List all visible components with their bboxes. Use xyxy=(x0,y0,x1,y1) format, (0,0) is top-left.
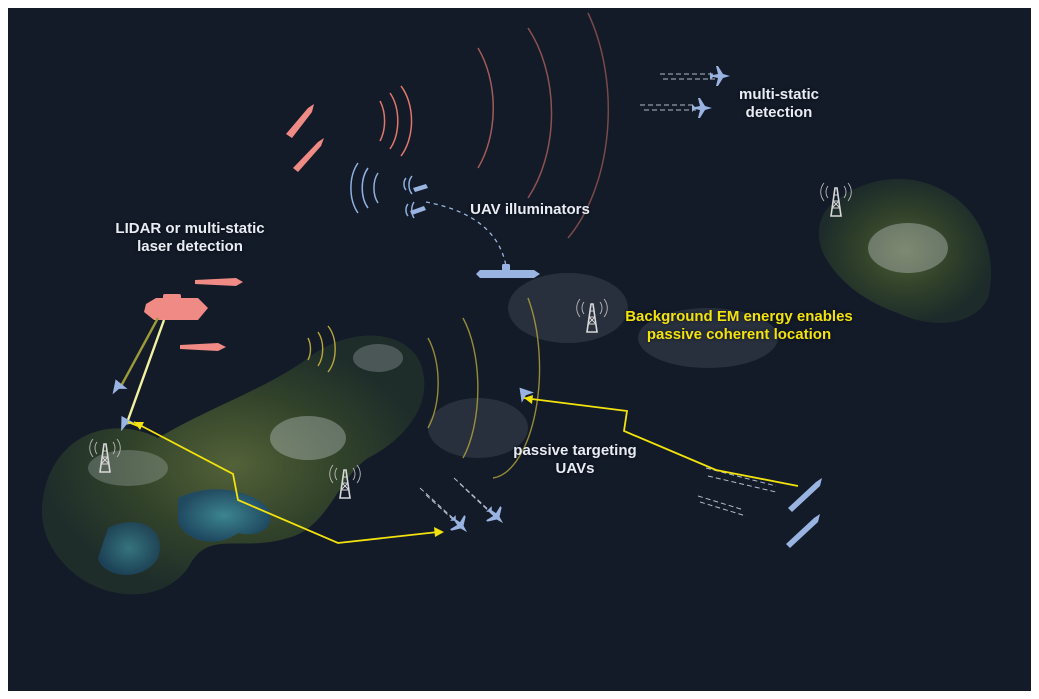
submarine-icon xyxy=(476,264,540,278)
label-line: UAV illuminators xyxy=(470,201,590,218)
diagram-canvas: multi-static detection UAV illuminators … xyxy=(8,8,1031,691)
lightning-link-icon xyxy=(127,397,717,544)
lightning-link-tail xyxy=(715,469,799,487)
uav-link-dashed xyxy=(425,201,507,267)
label-line: Background EM energy enables xyxy=(625,308,853,325)
label-uav-illuminators: UAV illuminators xyxy=(450,201,610,219)
label-passive-targeting: passive targeting UAVs xyxy=(500,442,650,479)
label-line: passive coherent location xyxy=(646,326,832,344)
scene-graphics xyxy=(42,12,992,595)
label-multistatic: multi-static detection xyxy=(714,86,844,123)
warship-icon xyxy=(144,104,324,351)
label-line: laser detection xyxy=(137,238,243,256)
label-line: multi-static xyxy=(738,86,819,103)
wave-arcs-olive xyxy=(307,297,541,479)
wave-arcs-blue xyxy=(350,162,415,219)
laser-beams xyxy=(118,317,166,421)
label-line: detection xyxy=(745,104,813,122)
uav-illuminator-icon xyxy=(410,184,428,215)
label-background-em: Background EM energy enables passive coh… xyxy=(604,308,874,345)
wave-arcs-red xyxy=(379,12,610,239)
cloud-field xyxy=(428,273,778,458)
island-east xyxy=(818,178,992,323)
label-line: UAVs xyxy=(555,460,595,478)
label-line: passive targeting xyxy=(513,442,637,459)
island-southwest xyxy=(42,335,425,595)
label-line: LIDAR or multi-static xyxy=(115,220,265,237)
arrowheads xyxy=(134,395,533,537)
label-lidar: LIDAR or multi-static laser detection xyxy=(100,220,280,257)
friendly-ship-icon xyxy=(786,478,822,548)
